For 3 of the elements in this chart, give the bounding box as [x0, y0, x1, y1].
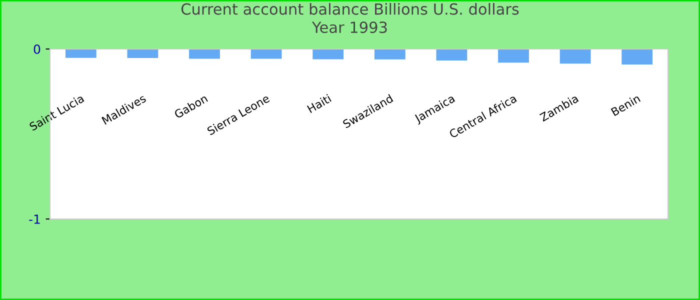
- y-tick-label: -1: [29, 214, 40, 224]
- chart-title: Current account balance Billions U.S. dollars Year 1993: [181, 3, 519, 34]
- y-tick-label: 0: [34, 44, 40, 54]
